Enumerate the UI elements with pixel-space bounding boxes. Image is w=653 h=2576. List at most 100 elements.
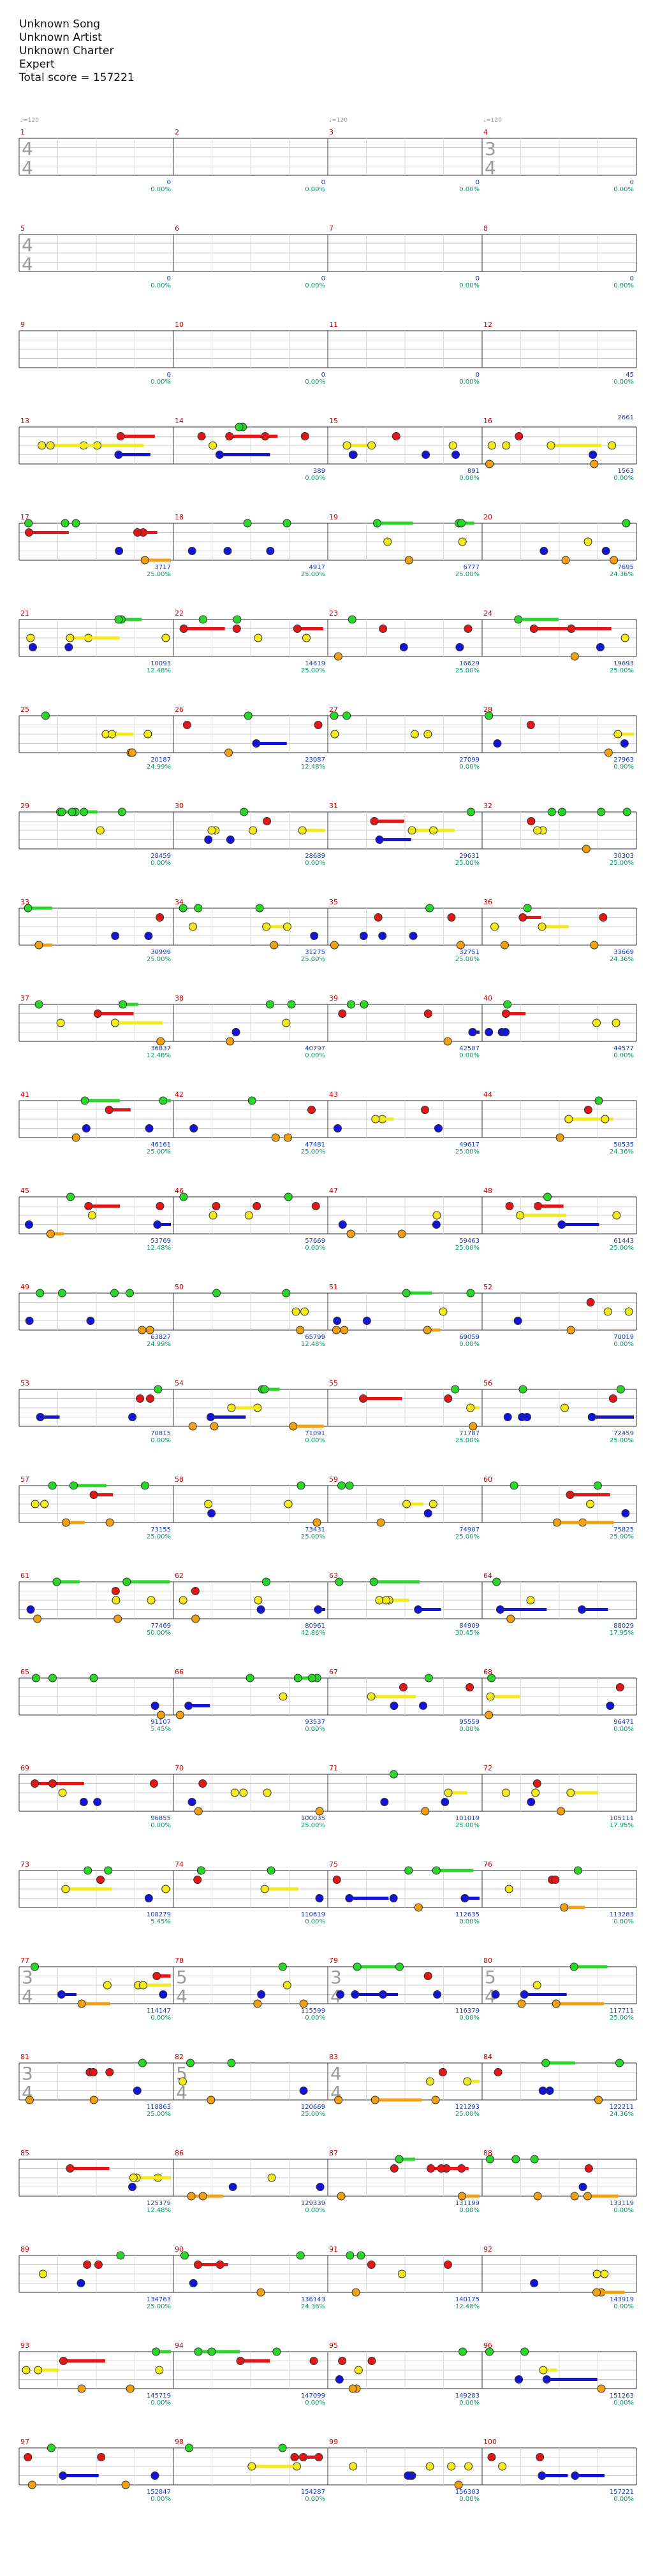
- note-gem: [239, 1788, 248, 1797]
- note-gem: [353, 1962, 362, 1971]
- note-gem: [71, 519, 80, 528]
- note-gem: [57, 807, 66, 816]
- measure-number: 79: [329, 1957, 338, 1965]
- note-gem: [455, 643, 464, 651]
- note-gem: [93, 1009, 102, 1018]
- note-gem: [464, 2462, 473, 2471]
- note-gem: [552, 1999, 561, 2008]
- note-gem: [547, 441, 555, 450]
- measure-score: 0: [167, 372, 171, 379]
- note-gem: [24, 904, 33, 913]
- note-gem: [485, 459, 494, 468]
- measure-percent: 24.36%: [610, 956, 634, 963]
- note-gem: [140, 1481, 149, 1490]
- measure-score: 125379: [147, 2200, 171, 2207]
- measure-number: 82: [175, 2053, 184, 2061]
- note-gem: [522, 1413, 531, 1421]
- note-gem: [359, 1394, 368, 1403]
- note-gem: [57, 1990, 66, 1999]
- note-gem: [226, 836, 235, 844]
- note-gem: [447, 2462, 456, 2471]
- measure-percent: 25.00%: [455, 1822, 480, 1829]
- note-gem: [620, 633, 629, 642]
- note-gem: [610, 556, 619, 565]
- note-gem: [233, 615, 242, 624]
- measure-percent: 0.00%: [305, 475, 325, 482]
- note-gem: [189, 1124, 198, 1132]
- note-gem: [226, 1037, 235, 1046]
- measure-percent: 0.00%: [459, 1341, 480, 1348]
- note-gem: [272, 2347, 281, 2356]
- note-gem: [586, 1500, 595, 1509]
- measure-percent: 25.00%: [610, 1533, 634, 1540]
- measure-number: 87: [329, 2149, 338, 2157]
- note-gem: [48, 1674, 57, 1682]
- note-gem: [110, 1018, 119, 1027]
- note-gem: [282, 922, 291, 931]
- measure-number: 75: [329, 1860, 338, 1869]
- note-gem: [539, 547, 548, 555]
- note-gem: [510, 1481, 518, 1490]
- measure-score: 20187: [150, 756, 171, 763]
- note-gem: [236, 2357, 245, 2365]
- measure-percent: 0.00%: [305, 2207, 325, 2214]
- note-gem: [61, 1518, 70, 1527]
- measure-number: 1: [20, 128, 25, 136]
- measure-number: 69: [20, 1764, 29, 1772]
- measure-percent: 0.00%: [613, 1918, 634, 1925]
- note-gem: [26, 633, 35, 642]
- measure-number: 52: [483, 1283, 492, 1291]
- note-gem: [179, 625, 188, 633]
- measure-percent: 25.00%: [455, 1533, 480, 1540]
- note-gem: [389, 1894, 398, 1902]
- note-gem: [128, 2183, 137, 2191]
- note-gem: [261, 432, 270, 440]
- measure-score: 88029: [613, 1623, 634, 1630]
- note-gem: [179, 2077, 187, 2086]
- note-gem: [332, 1326, 341, 1335]
- chart-row: 971528470.00%981542870.00%991563030.00%1…: [18, 2438, 637, 2503]
- note-gem: [66, 1192, 75, 1201]
- measure-score: 75825: [613, 1526, 634, 1533]
- measure-score: 74907: [459, 1526, 480, 1533]
- measure-number: 93: [20, 2341, 29, 2350]
- note-gem: [299, 1999, 308, 2008]
- note-gem: [129, 2173, 138, 2182]
- note-gem: [423, 1326, 432, 1335]
- note-gem: [34, 2366, 43, 2375]
- time-signature-top: 3: [22, 1967, 33, 1988]
- note-gem: [370, 817, 379, 825]
- note-gem: [154, 1385, 163, 1394]
- note-gem: [24, 1220, 33, 1229]
- time-signature-top: 4: [22, 235, 33, 256]
- measure-number: 90: [175, 2245, 184, 2254]
- note-gem: [444, 1788, 453, 1797]
- measure-score: 147099: [301, 2392, 325, 2399]
- measure-percent: 0.00%: [305, 379, 325, 386]
- measure-percent: 0.00%: [305, 282, 325, 289]
- measure-percent: 0.00%: [459, 475, 480, 482]
- note-gem: [112, 1596, 121, 1605]
- time-signature-bottom: 4: [176, 2082, 187, 2103]
- note-gem: [207, 2095, 216, 2104]
- note-gem: [36, 1289, 45, 1298]
- note-gem: [207, 1509, 216, 1517]
- note-gem: [369, 1577, 378, 1586]
- chart-row: 53708150.00%54710910.00%557178725.00%567…: [18, 1379, 637, 1444]
- note-gem: [115, 547, 124, 555]
- measure-number: 61: [20, 1572, 29, 1580]
- note-gem: [125, 1289, 134, 1298]
- note-gem: [197, 1866, 206, 1875]
- measure-number: 74: [175, 1860, 184, 1869]
- note-gem: [315, 1894, 324, 1902]
- note-gem: [138, 1981, 147, 1990]
- measure-score: 96471: [613, 1719, 634, 1726]
- note-gem: [152, 1972, 161, 1980]
- note-gem: [557, 1220, 566, 1229]
- note-gem: [495, 1605, 504, 1614]
- note-gem: [204, 836, 213, 844]
- note-gem: [469, 1422, 478, 1431]
- note-gem: [25, 1317, 34, 1325]
- note-gem: [589, 451, 598, 459]
- measure-percent: 0.00%: [613, 379, 634, 386]
